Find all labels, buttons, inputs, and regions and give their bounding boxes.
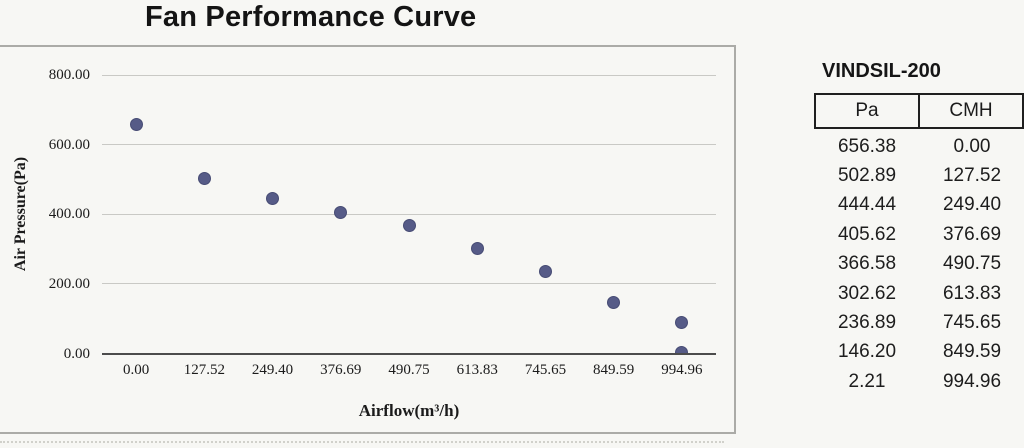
table-row: 2.21 994.96 xyxy=(814,367,1024,396)
table-row: 444.44 249.40 xyxy=(814,191,1024,220)
table-cell-cmh: 849.59 xyxy=(942,341,1002,363)
table-cell-cmh: 376.69 xyxy=(942,223,1002,245)
x-axis-title: Airflow(m³/h) xyxy=(358,401,460,420)
table-cell-pa: 366.58 xyxy=(837,253,897,275)
table-cell-cmh: 745.65 xyxy=(942,312,1002,334)
table-cell-cmh: 127.52 xyxy=(942,165,1002,187)
x-axis-line xyxy=(102,352,716,355)
y-tick-label: 400.00 xyxy=(48,206,90,223)
table-row: 236.89 745.65 xyxy=(814,308,1024,337)
table-header-pa: Pa xyxy=(814,93,920,129)
table-cell-pa: 444.44 xyxy=(837,194,897,216)
table-cell-pa: 405.62 xyxy=(837,223,897,245)
table-cell-cmh: 249.40 xyxy=(942,194,1002,216)
table-row: 405.62 376.69 xyxy=(814,220,1024,249)
table-cell-cmh: 994.96 xyxy=(942,370,1002,392)
x-tick-label: 849.59 xyxy=(593,362,635,378)
table-cell-pa: 236.89 xyxy=(837,312,897,334)
y-gridline xyxy=(102,74,716,76)
chart-frame xyxy=(0,45,736,434)
table-header-cmh: CMH xyxy=(920,93,1024,129)
table-row: 366.58 490.75 xyxy=(814,250,1024,279)
table-cell-cmh: 0.00 xyxy=(953,135,991,157)
x-tick-label: 613.83 xyxy=(456,362,498,378)
table-cell-pa: 302.62 xyxy=(837,282,897,304)
y-tick-label: 200.00 xyxy=(48,275,90,292)
table-cell-pa: 502.89 xyxy=(837,165,897,187)
x-tick-label: 994.96 xyxy=(661,362,703,378)
table-header-row: Pa CMH xyxy=(814,93,1024,129)
table-row: 656.38 0.00 xyxy=(814,132,1024,161)
x-tick-label: 376.69 xyxy=(320,362,362,378)
table-cell-pa: 146.20 xyxy=(837,341,897,363)
x-tick-label: 249.40 xyxy=(251,362,294,378)
y-gridline xyxy=(102,144,716,146)
table-cell-pa: 2.21 xyxy=(848,370,886,392)
y-tick-label: 800.00 xyxy=(48,67,90,83)
table-row: 146.20 849.59 xyxy=(814,338,1024,367)
x-tick-label: 0.00 xyxy=(122,362,150,378)
y-gridline xyxy=(102,283,716,285)
table-cell-cmh: 490.75 xyxy=(942,253,1002,275)
y-tick-label: 0.00 xyxy=(63,345,90,362)
table-row: 502.89 127.52 xyxy=(814,161,1024,190)
table-cell-cmh: 613.83 xyxy=(942,282,1002,304)
table-cell-pa: 656.38 xyxy=(837,135,897,157)
x-tick-label: 127.52 xyxy=(183,362,225,378)
y-axis-title: Air Pressure(Pa) xyxy=(12,156,29,272)
y-tick-label: 600.00 xyxy=(48,136,90,153)
y-gridline xyxy=(102,213,716,215)
table-body: 656.38 0.00 502.89 127.52 444.44 249.40 405.62… xyxy=(814,132,1024,397)
table-title: VINDSIL-200 xyxy=(822,60,941,82)
chart-title: Fan Performance Curve xyxy=(145,1,477,33)
table-row: 302.62 613.83 xyxy=(814,279,1024,308)
bottom-dotted-line xyxy=(0,441,724,443)
x-tick-label: 490.75 xyxy=(388,362,430,378)
performance-table: Pa CMH 656.38 0.00 502.89 127.52 444.44 249.4… xyxy=(814,93,1024,397)
x-tick-label: 745.65 xyxy=(524,362,567,378)
